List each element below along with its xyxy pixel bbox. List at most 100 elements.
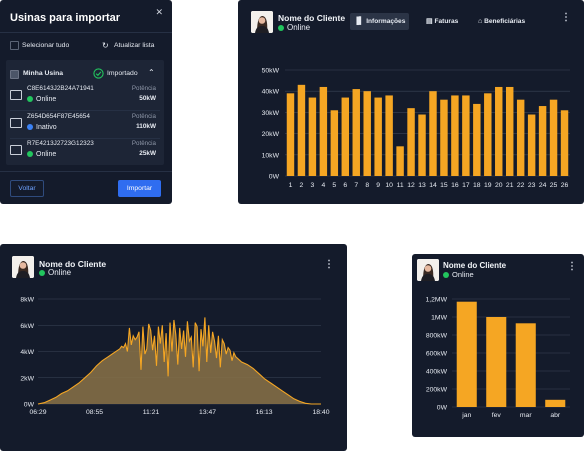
group-status-label: Importado [107,70,138,77]
y-tick-label: 6kW [20,323,34,330]
plant-power-value: 25kW [139,150,156,157]
power-area-chart: 0W 2kW 4kW 6kW 8kW 06:29 08:55 11:21 13:47 16:13 1… [20,297,329,417]
modal-title: Usinas para importar [10,12,121,24]
plant-power-label: Potência [131,85,156,92]
bar [440,99,448,176]
plant-item[interactable]: C8E6143J2B24A71941 Online Potência 50kW [10,85,160,109]
plant-status: Online [27,96,56,103]
bar [515,323,536,407]
tab-label: Faturas [434,18,459,25]
plant-power-value: 50kW [139,95,156,102]
tab-informacoes[interactable]: ▐▍ Informações [350,13,410,30]
online-dot [39,269,45,276]
x-tick-label: 25 [550,182,558,189]
client-status: Online [39,268,71,277]
y-tick-label: 10kW [262,152,280,159]
plant-id: C8E6143J2B24A71941 [27,85,94,92]
divider [10,138,160,139]
plant-status-text: Inativo [36,124,57,131]
bar-chart-icon: ▐▍ [354,18,365,25]
x-tick-label: 9 [376,182,380,189]
bar [352,89,360,176]
import-button[interactable]: Importar [118,180,161,197]
y-tick-label: 1,2MW [425,297,447,304]
y-tick-label: 1MW [431,315,447,322]
bar [516,99,525,176]
y-tick-label: 30kW [262,110,280,117]
y-tick-label: 0W [437,405,448,412]
bar [451,95,459,176]
x-tick-label: 17 [462,182,470,189]
invoice-icon: ▤ [426,18,433,25]
bar [297,84,306,176]
chevron-up-icon[interactable]: ⌃ [148,68,155,77]
x-tick-label: 14 [429,182,437,189]
power-area [38,317,321,404]
refresh-icon[interactable]: ↻ [102,41,109,50]
divider [0,171,172,172]
select-all-checkbox[interactable] [10,41,19,50]
group-checkbox[interactable] [10,70,19,79]
bar [407,108,415,176]
y-tick-label: 600kW [426,351,448,358]
plant-item[interactable]: Z654D654F87E45654 Inativo Potência 110kW [10,113,160,137]
bar [505,86,514,176]
bar [418,114,426,176]
tab-faturas[interactable]: ▤ Faturas [422,13,462,30]
x-tick-label: jan [461,412,471,419]
client-name: Nome do Cliente [39,259,107,269]
bar [308,97,317,176]
y-tick-label: 0W [269,174,280,181]
plant-status-text: Online [36,96,57,103]
y-tick-label: 800kW [426,333,448,340]
tab-label: Beneficiárias [484,18,526,25]
x-tick-label: 4 [321,182,325,189]
group-name: Minha Usina [23,70,64,77]
refresh-list-button[interactable]: Atualizar lista [114,42,155,49]
more-options-icon[interactable]: ⋮ [324,259,334,270]
back-button[interactable]: Voltar [10,180,44,197]
y-tick-label: 8kW [20,297,34,304]
x-tick-label: 23 [528,182,536,189]
plant-power-label: Potência [131,140,156,147]
bar [560,110,569,176]
tab-beneficiarias[interactable]: ⌂ Beneficiárias [474,13,529,30]
x-tick-label: 5 [332,182,336,189]
x-tick-label: 18:40 [312,409,329,416]
plant-power-label: Potência [131,113,156,120]
close-icon[interactable]: ✕ [155,7,163,17]
select-all-label: Selecionar tudo [22,42,70,49]
x-tick-label: 18 [473,182,481,189]
client-monthly-card: Nome do Cliente Online ⋮ 0W 200kW 400kW 600… [412,254,584,437]
more-options-icon[interactable]: ⋮ [567,261,577,272]
plant-status: Inativo [27,124,57,131]
plant-id: R7E4213J2723G12323 [27,140,94,147]
more-options-icon[interactable]: ⋮ [561,12,571,23]
plant-status: Online [27,151,56,158]
x-tick-label: 13 [418,182,426,189]
plant-item[interactable]: R7E4213J2723G12323 Online Potência 25kW [10,140,160,164]
x-tick-label: 19 [484,182,492,189]
bar [538,106,547,176]
check-circle-icon [93,68,104,79]
plant-power-value: 110kW [136,123,156,130]
x-tick-label: 16:13 [256,409,273,416]
bar [319,86,328,176]
x-tick-label: 24 [539,182,547,189]
x-tick-label: 12 [407,182,415,189]
bar [527,114,536,176]
y-tick-label: 400kW [426,369,448,376]
plant-device-icon [10,90,22,100]
x-tick-label: abr [550,412,561,419]
bar [549,99,558,176]
bar [456,301,477,407]
client-status-text: Online [452,270,474,279]
client-daily-card: Nome do Cliente Online ▐▍ Informações ▤ … [238,0,584,204]
bar [330,110,339,176]
home-icon: ⌂ [478,18,483,25]
x-tick-label: 11:21 [143,409,160,416]
x-tick-label: 20 [495,182,503,189]
bar [396,146,404,176]
online-dot [27,151,33,158]
